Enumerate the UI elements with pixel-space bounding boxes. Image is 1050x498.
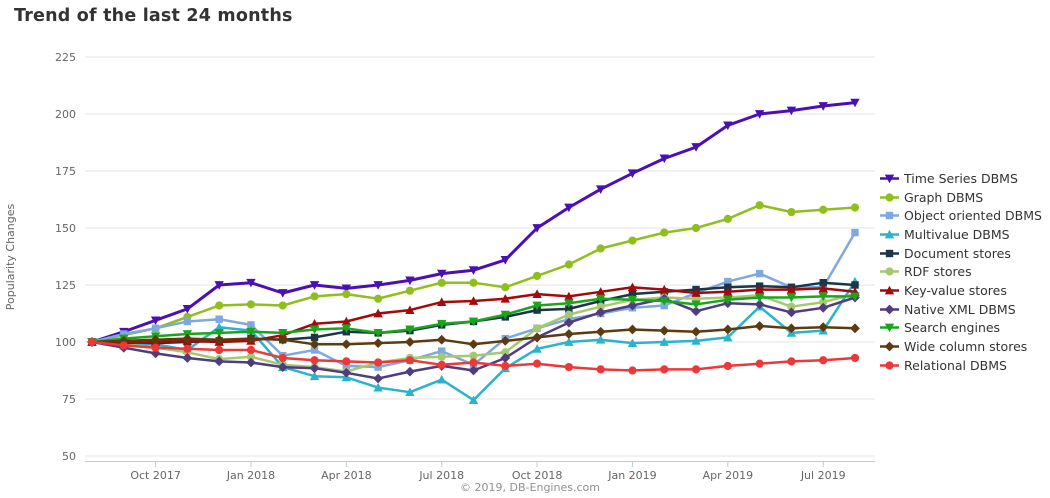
legend-label: Wide column stores <box>904 339 1028 355</box>
y-axis-label-50: 50 <box>62 450 76 463</box>
key-value-stores-legend-marker <box>880 285 899 295</box>
legend-label: Object oriented DBMS <box>904 208 1042 224</box>
legend-item-relational-dbms[interactable]: Relational DBMS <box>880 356 1042 375</box>
document-stores-legend-marker <box>880 249 899 257</box>
legend-item-time-series-dbms[interactable]: Time Series DBMS <box>880 169 1042 188</box>
multivalue-dbms-legend-marker <box>880 229 899 239</box>
legend-item-wide-column-stores[interactable]: Wide column stores <box>880 337 1042 356</box>
legend-label: Key-value stores <box>904 282 1007 298</box>
legend-item-graph-dbms[interactable]: Graph DBMS <box>880 188 1042 207</box>
credits-link[interactable]: © 2019, DB-Engines.com <box>460 481 600 494</box>
legend-item-document-stores[interactable]: Document stores <box>880 244 1042 263</box>
legend-label: Search engines <box>904 320 1001 336</box>
legend-label: Time Series DBMS <box>904 170 1018 186</box>
x-axis-label-jul-2019: Jul 2019 <box>800 469 846 482</box>
y-axis-label-200: 200 <box>55 108 76 121</box>
series-wide-column-stores <box>87 321 860 350</box>
legend-item-native-xml-dbms[interactable]: Native XML DBMS <box>880 300 1042 319</box>
y-axis-label-175: 175 <box>55 165 76 178</box>
rdf-stores-legend-marker <box>880 267 899 276</box>
x-axis-label-apr-2018: Apr 2018 <box>321 469 372 482</box>
y-axis-title: Popularity Changes <box>4 203 17 310</box>
y-axis-label-125: 125 <box>55 279 76 292</box>
legend-label: Relational DBMS <box>904 357 1007 373</box>
legend-item-key-value-stores[interactable]: Key-value stores <box>880 281 1042 300</box>
legend-label: Multivalue DBMS <box>904 226 1010 242</box>
series-relational-dbms <box>87 337 860 375</box>
graph-dbms-legend-marker <box>880 192 899 202</box>
native-xml-dbms-legend-marker <box>880 304 899 315</box>
chart-legend: Time Series DBMS Graph DBMS Object oriente… <box>880 169 1042 375</box>
legend-item-object-oriented-dbms[interactable]: Object oriented DBMS <box>880 206 1042 225</box>
y-axis-label-150: 150 <box>55 222 76 235</box>
relational-dbms-legend-marker <box>880 361 899 370</box>
y-axis-label-225: 225 <box>55 51 76 64</box>
y-axis-label-100: 100 <box>55 336 76 349</box>
x-axis-label-oct-2018: Oct 2018 <box>512 469 563 482</box>
x-axis-label-jul-2018: Jul 2018 <box>418 469 464 482</box>
legend-label: RDF stores <box>904 264 972 280</box>
x-axis-label-jan-2019: Jan 2019 <box>607 469 656 482</box>
y-axis-label-75: 75 <box>62 393 76 406</box>
x-axis-label-jan-2018: Jan 2018 <box>226 469 275 482</box>
wide-column-stores-legend-marker <box>880 341 899 352</box>
x-axis-label-apr-2019: Apr 2019 <box>703 469 754 482</box>
search-engines-legend-marker <box>880 323 899 333</box>
legend-item-rdf-stores[interactable]: RDF stores <box>880 262 1042 281</box>
object-oriented-dbms-legend-marker <box>880 212 899 220</box>
legend-item-search-engines[interactable]: Search engines <box>880 319 1042 338</box>
chart-title: Trend of the last 24 months <box>14 6 293 26</box>
legend-label: Graph DBMS <box>904 189 984 205</box>
series-time-series-dbms <box>87 98 860 347</box>
legend-item-multivalue-dbms[interactable]: Multivalue DBMS <box>880 225 1042 244</box>
time-series-dbms-legend-marker <box>880 174 899 184</box>
series-search-engines <box>87 292 860 347</box>
legend-label: Native XML DBMS <box>904 301 1016 317</box>
legend-label: Document stores <box>904 245 1011 261</box>
x-axis-label-oct-2017: Oct 2017 <box>130 469 181 482</box>
